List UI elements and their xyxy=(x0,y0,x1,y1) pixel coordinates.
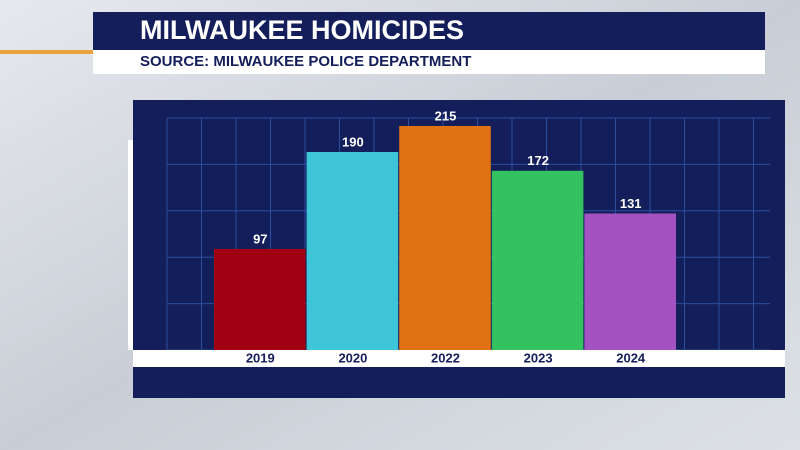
value-label: 190 xyxy=(342,134,364,149)
value-label: 215 xyxy=(435,108,457,123)
bar xyxy=(306,152,399,350)
value-label: 131 xyxy=(620,196,642,211)
x-tick-label: 2020 xyxy=(338,350,367,365)
accent-strip xyxy=(0,50,93,54)
x-tick-label: 2023 xyxy=(524,350,553,365)
x-tick-label: 2022 xyxy=(431,350,460,365)
chart-subtitle: SOURCE: MILWAUKEE POLICE DEPARTMENT xyxy=(140,53,471,70)
value-label: 172 xyxy=(527,153,549,168)
bar xyxy=(399,125,491,350)
subtitle-bar xyxy=(93,50,765,74)
panel-edge xyxy=(128,140,133,350)
bar xyxy=(214,248,306,350)
bar xyxy=(584,213,676,350)
label-strip xyxy=(133,350,785,367)
title-bar xyxy=(93,12,765,50)
chart-title: MILWAUKEE HOMICIDES xyxy=(140,15,464,45)
x-tick-label: 2019 xyxy=(246,350,275,365)
value-label: 97 xyxy=(253,231,267,246)
bar xyxy=(491,170,584,350)
x-tick-label: 2024 xyxy=(616,350,646,365)
